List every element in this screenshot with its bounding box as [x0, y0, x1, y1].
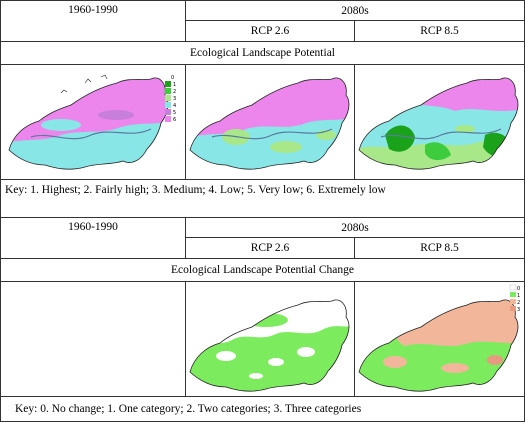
s2-future-header: 2080s: [184, 217, 525, 238]
svg-text:0: 0: [517, 286, 520, 292]
svg-text:0: 0: [171, 75, 174, 81]
s2-title: Ecological Landscape Potential Change: [0, 258, 525, 282]
s2-rcp26-header: RCP 2.6: [185, 237, 355, 259]
s1-rcp85-header: RCP 8.5: [353, 20, 525, 42]
map-rcp85-potential: [358, 77, 519, 170]
s1-key: Key: 1. Highest; 2. Fairly high; 3. Medi…: [0, 179, 525, 218]
s2-map-baseline-cell-empty: [0, 281, 186, 397]
svg-text:1: 1: [517, 293, 520, 299]
s1-map-baseline-cell: 0 1 2 3 4 5 6: [0, 64, 186, 180]
svg-text:5: 5: [173, 110, 176, 116]
s2-rcp85-header: RCP 8.5: [353, 237, 525, 259]
s1-title: Ecological Landscape Potential: [0, 41, 525, 65]
svg-text:3: 3: [173, 96, 176, 102]
change-legend: 0 1 2 3: [509, 284, 520, 313]
svg-text:1: 1: [173, 82, 176, 88]
s2-baseline-header: 1960-1990: [0, 217, 186, 259]
map-rcp26-change: [189, 299, 350, 392]
svg-text:6: 6: [173, 117, 176, 123]
svg-text:3: 3: [517, 307, 520, 313]
svg-text:4: 4: [173, 103, 176, 109]
s1-baseline-header: 1960-1990: [0, 0, 186, 42]
s1-map-rcp85-cell: [353, 64, 525, 180]
s2-map-rcp26-cell: [185, 281, 355, 397]
map-baseline-potential: 0 1 2 3 4 5 6: [8, 74, 176, 170]
potential-legend: 0 1 2 3 4 5 6: [165, 75, 176, 123]
s2-key: Key: 0. No change; 1. One category; 2. T…: [0, 396, 525, 422]
map-rcp26-potential: [189, 77, 350, 170]
s2-map-rcp85-cell: 0 1 2 3: [353, 281, 525, 397]
s1-rcp26-header: RCP 2.6: [185, 20, 355, 42]
svg-text:2: 2: [173, 89, 176, 95]
svg-text:2: 2: [517, 300, 520, 306]
map-rcp85-change: 0 1 2 3: [358, 284, 520, 392]
s1-map-rcp26-cell: [185, 64, 355, 180]
s1-future-header: 2080s: [184, 0, 525, 21]
